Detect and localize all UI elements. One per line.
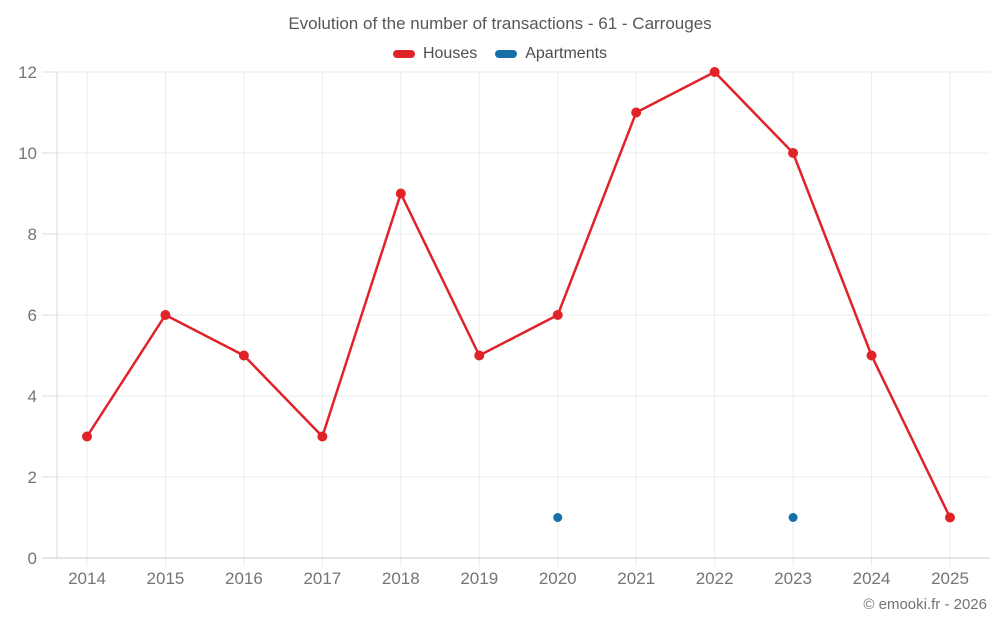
chart-title: Evolution of the number of transactions …	[288, 14, 712, 33]
houses-point	[552, 310, 563, 320]
y-tick-label: 8	[28, 225, 37, 244]
houses-point	[866, 350, 877, 361]
houses-point	[709, 67, 720, 77]
houses-point	[474, 350, 485, 361]
houses-point	[945, 512, 955, 523]
houses-point	[317, 431, 328, 442]
y-tick-label: 2	[28, 468, 37, 487]
y-tick-label: 0	[28, 549, 37, 568]
x-tick-label: 2023	[774, 569, 812, 588]
x-tick-label: 2017	[303, 569, 341, 588]
x-tick-label: 2019	[460, 569, 498, 588]
x-tick-label: 2015	[147, 569, 185, 588]
copyright: © emooki.fr - 2026	[863, 596, 987, 613]
apartments-point	[553, 513, 563, 522]
houses-point	[238, 350, 249, 361]
houses-point	[395, 188, 406, 199]
houses-line	[85, 70, 952, 519]
y-tick-label: 12	[18, 63, 37, 82]
y-tick-label: 4	[28, 387, 37, 406]
legend-label-houses: Houses	[422, 45, 478, 62]
x-tick-label: 2025	[931, 569, 969, 588]
x-tick-label: 2021	[617, 569, 655, 588]
legend: Houses Apartments	[0, 45, 1000, 63]
houses-point	[82, 431, 92, 442]
apartments-series-swatch-icon	[495, 50, 518, 58]
x-tick-label: 2022	[696, 569, 734, 588]
houses-point	[631, 107, 642, 118]
houses-point	[788, 148, 799, 158]
houses-series-swatch-icon	[392, 50, 415, 58]
legend-item-apartments[interactable]: Apartments	[495, 45, 607, 63]
y-tick-label: 6	[28, 306, 37, 325]
x-tick-label: 2024	[853, 569, 891, 588]
x-tick-label: 2014	[68, 569, 106, 588]
x-tick-label: 2018	[382, 569, 420, 588]
legend-label-apartments: Apartments	[525, 45, 608, 62]
apartments-point	[788, 513, 798, 522]
legend-item-houses[interactable]: Houses	[392, 45, 478, 63]
x-tick-label: 2016	[225, 569, 263, 588]
x-tick-label: 2020	[539, 569, 577, 588]
houses-point	[160, 310, 171, 320]
y-tick-label: 10	[18, 144, 37, 163]
